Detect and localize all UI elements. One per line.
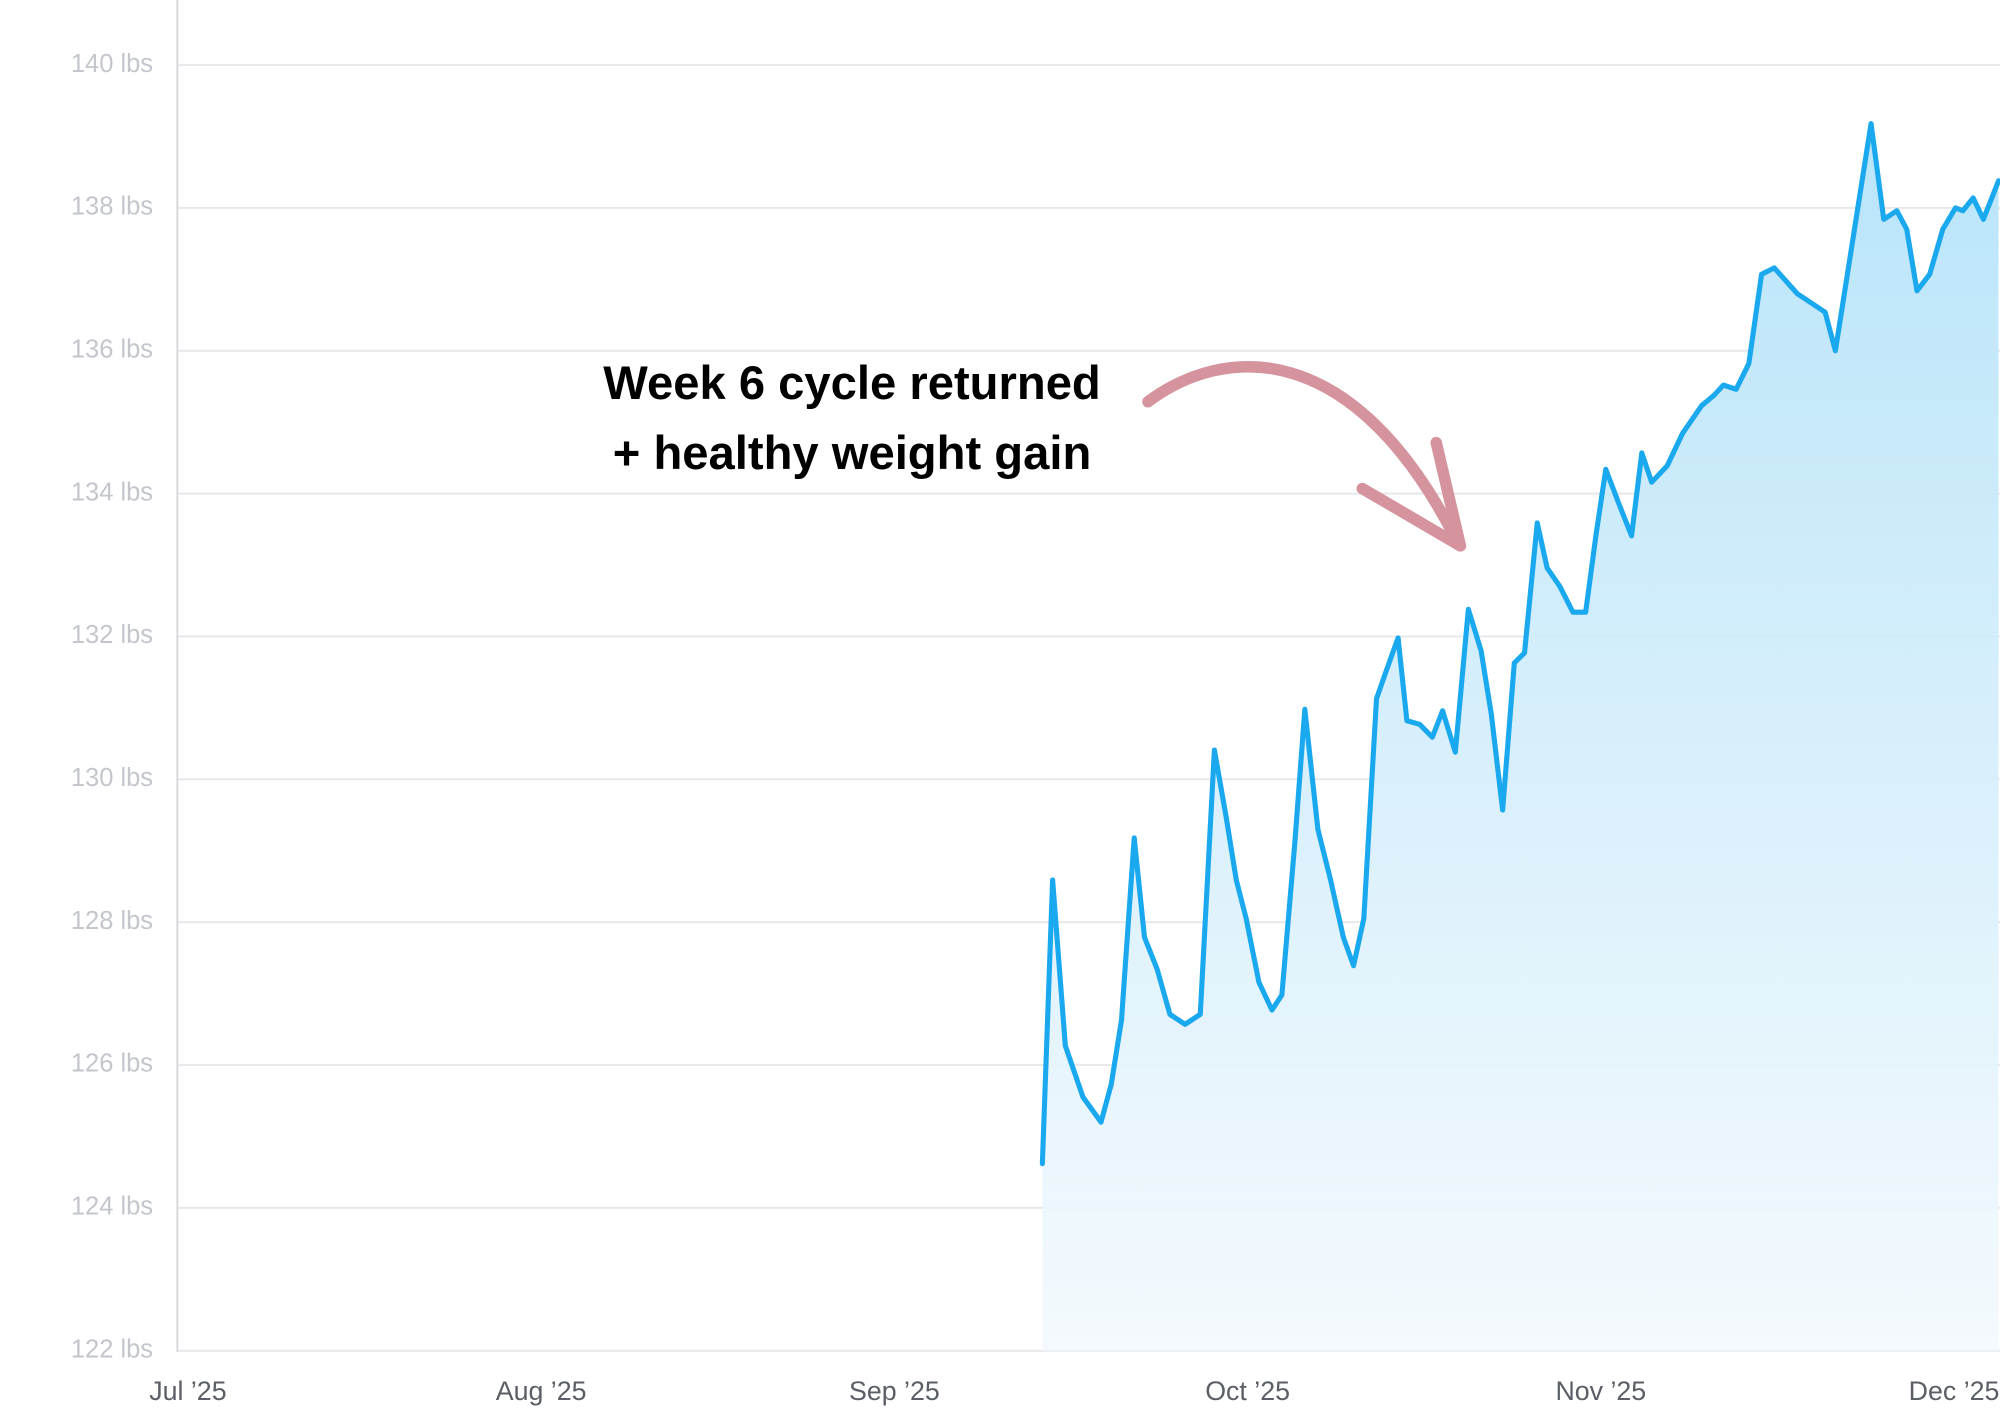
y-tick-label: 124 lbs bbox=[71, 1193, 153, 1221]
grid bbox=[177, 64, 2000, 1352]
x-tick-label: Jul ’25 bbox=[149, 1376, 226, 1406]
y-tick-label: 132 lbs bbox=[71, 621, 153, 649]
y-tick-label: 138 lbs bbox=[71, 193, 153, 221]
tick-labels: 122 lbs 124 lbs 126 lbs 128 lbs 130 lbs 132 l… bbox=[71, 50, 2000, 1406]
annotation-line: + healthy weight gain bbox=[613, 427, 1092, 480]
y-tick-label: 122 lbs bbox=[71, 1335, 153, 1363]
y-tick-label: 134 lbs bbox=[71, 478, 153, 506]
annotation-line: Week 6 cycle returned bbox=[603, 357, 1100, 410]
x-tick-label: Nov ’25 bbox=[1555, 1376, 1646, 1406]
x-tick-label: Sep ’25 bbox=[849, 1376, 940, 1406]
annotation-arrow bbox=[1142, 361, 1460, 542]
y-tick-label: 126 lbs bbox=[71, 1050, 153, 1078]
y-tick-label: 140 lbs bbox=[71, 50, 153, 78]
line bbox=[1039, 121, 2000, 1167]
annotation: Week 6 cycle returned + healthy weight g… bbox=[603, 357, 1467, 552]
y-tick-label: 136 lbs bbox=[71, 335, 153, 363]
annotation-arrowhead bbox=[1356, 436, 1467, 552]
x-tick-label: Aug ’25 bbox=[496, 1376, 587, 1406]
plot-area bbox=[1039, 121, 2000, 1351]
y-tick-label: 130 lbs bbox=[71, 764, 153, 792]
area-fill bbox=[1042, 123, 1999, 1351]
x-tick-label: Oct ’25 bbox=[1205, 1376, 1290, 1406]
x-tick-label: Dec ’25 bbox=[1909, 1376, 2000, 1406]
y-tick-label: 128 lbs bbox=[71, 907, 153, 935]
